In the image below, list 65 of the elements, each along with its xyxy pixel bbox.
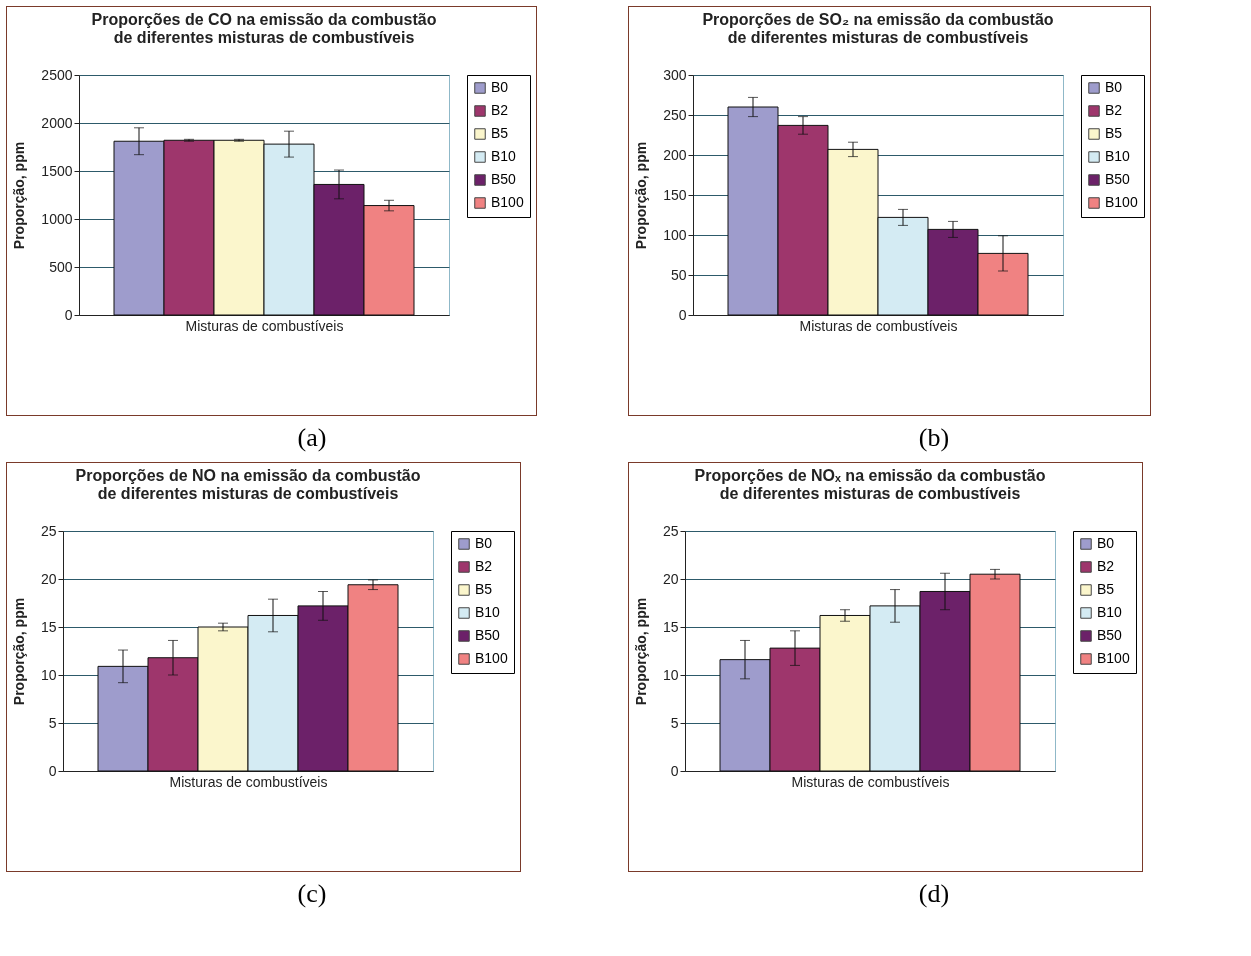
- y-tick-label: 100: [663, 226, 687, 243]
- chart-title: Proporções de SO₂ na emissão da combustão de diferentes misturas de combustíveis: [702, 11, 1054, 46]
- y-tick-label: 0: [64, 306, 73, 323]
- legend-label: B50: [475, 627, 501, 643]
- y-axis-title: Proporção, ppm: [11, 141, 28, 250]
- y-tick-label: 50: [670, 266, 687, 283]
- y-tick-label: 10: [40, 666, 57, 683]
- y-tick-label: 5: [48, 714, 57, 731]
- legend-label: B10: [1097, 604, 1123, 620]
- legend-label: B10: [475, 604, 501, 620]
- x-axis-title: Misturas de combustíveis: [791, 773, 950, 790]
- y-tick-label: 300: [663, 66, 687, 83]
- y-tick-label: 0: [48, 762, 57, 779]
- legend-label: B50: [1105, 171, 1131, 187]
- y-tick-label: 15: [662, 618, 679, 635]
- y-tick-label: 25: [662, 522, 679, 539]
- y-tick-label: 1000: [41, 210, 73, 227]
- y-tick-label: 1500: [41, 162, 73, 179]
- chart-title: Proporções de NOₓ na emissão da combustão de diferentes misturas de combustíveis: [694, 467, 1046, 502]
- legend-label: B5: [491, 125, 509, 141]
- y-tick-label: 0: [670, 762, 679, 779]
- text: (b): [917, 422, 951, 454]
- y-tick-label: 2500: [41, 66, 73, 83]
- y-tick-label: 500: [49, 258, 73, 275]
- y-tick-label: 0: [678, 306, 687, 323]
- legend-label: B2: [1105, 102, 1123, 118]
- x-axis-title: Misturas de combustíveis: [799, 317, 958, 334]
- legend-label: B100: [491, 194, 524, 210]
- legend-label: B5: [475, 581, 493, 597]
- legend-label: B50: [1097, 627, 1123, 643]
- y-tick-label: 2000: [41, 114, 73, 131]
- legend-label: B5: [1097, 581, 1115, 597]
- y-tick-label: 200: [663, 146, 687, 163]
- y-axis-title: Proporção, ppm: [10, 597, 27, 706]
- y-tick-label: 20: [662, 570, 679, 587]
- legend-label: B10: [1105, 148, 1131, 164]
- text: (a): [296, 422, 328, 454]
- y-tick-label: 250: [663, 106, 687, 123]
- legend-label: B0: [1105, 79, 1123, 95]
- y-axis-title: Proporção, ppm: [633, 141, 650, 250]
- y-axis-title: Proporção, ppm: [632, 597, 649, 706]
- legend-label: B0: [475, 535, 493, 551]
- legend-label: B50: [491, 171, 517, 187]
- legend-label: B100: [475, 650, 508, 666]
- chart-title: Proporções de NO na emissão da combustão de diferentes misturas de combustíveis: [75, 467, 421, 502]
- x-axis-title: Misturas de combustíveis: [169, 773, 328, 790]
- text: (c): [296, 878, 328, 910]
- legend-label: B0: [1097, 535, 1115, 551]
- x-axis-title: Misturas de combustíveis: [185, 317, 344, 334]
- legend-label: B2: [475, 558, 493, 574]
- legend-label: B5: [1105, 125, 1123, 141]
- chart-title: Proporções de CO na emissão da combustão de diferentes misturas de combustíveis: [91, 11, 437, 46]
- legend-label: B0: [491, 79, 509, 95]
- legend-label: B2: [491, 102, 509, 118]
- legend-label: B10: [491, 148, 517, 164]
- text: (d): [917, 878, 951, 910]
- y-tick-label: 150: [663, 186, 687, 203]
- legend-label: B2: [1097, 558, 1115, 574]
- y-tick-label: 10: [662, 666, 679, 683]
- y-tick-label: 15: [40, 618, 57, 635]
- y-tick-label: 5: [670, 714, 679, 731]
- legend-label: B100: [1105, 194, 1138, 210]
- y-tick-label: 20: [40, 570, 57, 587]
- legend-label: B100: [1097, 650, 1130, 666]
- y-tick-label: 25: [40, 522, 57, 539]
